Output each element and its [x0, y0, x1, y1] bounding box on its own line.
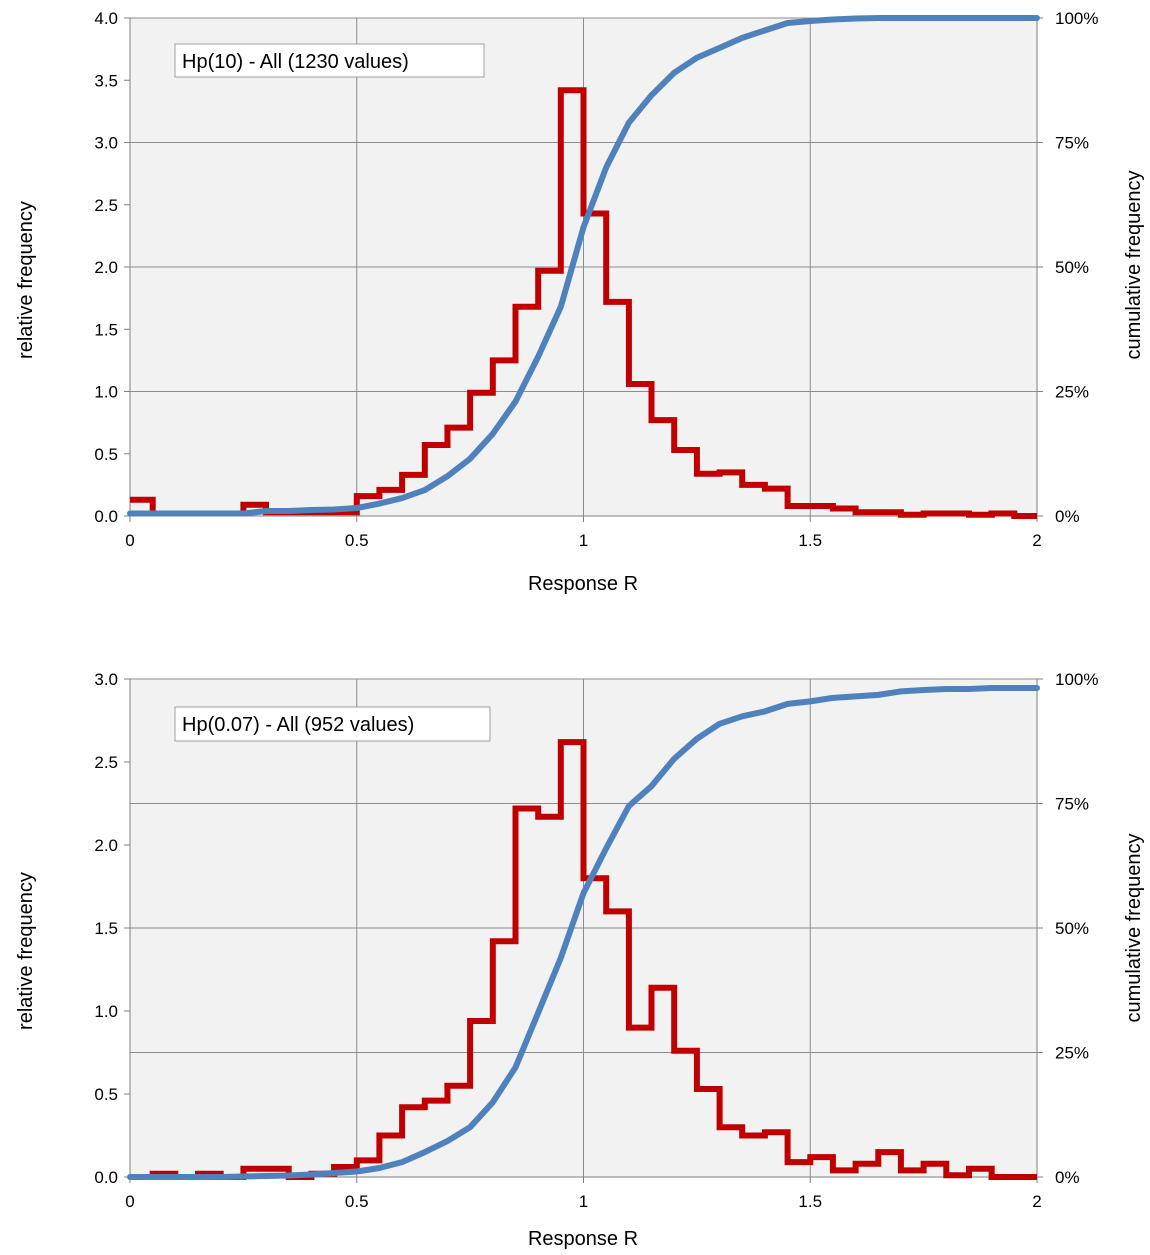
x-tick-label: 1	[579, 531, 588, 550]
y-axis-title: relative frequency	[15, 872, 37, 1030]
y2-tick-label: 75%	[1055, 795, 1089, 814]
x-axis-title: Response R	[528, 1228, 638, 1250]
y-tick-label: 1.0	[94, 383, 118, 402]
x-tick-label: 0	[125, 1192, 134, 1211]
y2-tick-label: 25%	[1055, 383, 1089, 402]
y-tick-label: 2.5	[94, 753, 118, 772]
annotation-box: Hp(10) - All (1230 values)	[174, 43, 485, 78]
y2-axis-title: cumulative frequency	[1123, 171, 1145, 360]
y-tick-label: 0.0	[94, 1168, 118, 1187]
y2-tick-label: 50%	[1055, 258, 1089, 277]
y-tick-label: 0.5	[94, 445, 118, 464]
y-tick-label: 3.0	[94, 670, 118, 689]
annotation-text: Hp(10) - All (1230 values)	[182, 51, 409, 73]
x-tick-label: 1	[579, 1192, 588, 1211]
y2-tick-label: 0%	[1055, 1168, 1080, 1187]
y2-tick-label: 75%	[1055, 134, 1089, 153]
y-tick-label: 1.5	[94, 320, 118, 339]
y-tick-label: 1.5	[94, 919, 118, 938]
y2-tick-label: 50%	[1055, 919, 1089, 938]
y2-tick-label: 0%	[1055, 507, 1080, 526]
y2-axis-title: cumulative frequency	[1123, 834, 1145, 1023]
annotation-text: Hp(0.07) - All (952 values)	[182, 714, 414, 736]
y-tick-label: 2.5	[94, 196, 118, 215]
cumulative-frequency-line	[127, 15, 1040, 517]
y-axis-title: relative frequency	[15, 201, 37, 359]
annotation-box: Hp(0.07) - All (952 values)	[174, 706, 491, 742]
x-tick-label: 0.5	[345, 531, 369, 550]
y2-tick-label: 100%	[1055, 670, 1098, 689]
chart-bottom: 0% 25% 50% 75% 100% 0 0.5 1 1.5 2 0.0 0.5 1.0 1.5 2.0 2…	[15, 670, 1145, 1250]
y-tick-label: 0.0	[94, 507, 118, 526]
x-tick-label: 0	[125, 531, 134, 550]
x-tick-label: 2	[1032, 1192, 1041, 1211]
x-tick-label: 2	[1032, 531, 1041, 550]
x-tick-label: 1.5	[798, 1192, 822, 1211]
x-tick-label: 0.5	[345, 1192, 369, 1211]
x-tick-label: 1.5	[798, 531, 822, 550]
y-tick-label: 2.0	[94, 258, 118, 277]
y2-tick-label: 25%	[1055, 1044, 1089, 1063]
y-tick-label: 0.5	[94, 1085, 118, 1104]
chart-top: 0% 25% 50% 75% 100% 0 0.5 1 1.5 2 0.0 0.5 1.0 1.5 2.0 2…	[15, 9, 1145, 595]
y-tick-label: 3.0	[94, 134, 118, 153]
y-tick-label: 4.0	[94, 9, 118, 28]
y-tick-label: 2.0	[94, 836, 118, 855]
x-axis-title: Response R	[528, 573, 638, 595]
y-tick-label: 1.0	[94, 1002, 118, 1021]
y-tick-label: 3.5	[94, 71, 118, 90]
y2-tick-label: 100%	[1055, 9, 1098, 28]
cumulative-frequency-line	[127, 685, 1040, 1180]
